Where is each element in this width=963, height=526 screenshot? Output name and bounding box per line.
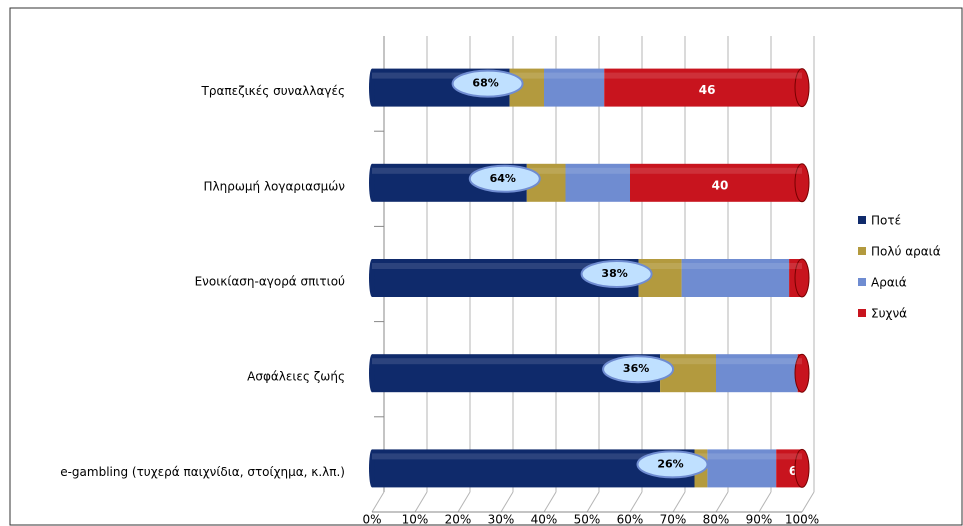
floor-line: [801, 491, 815, 513]
bar-segment: [565, 163, 630, 202]
annotation-bubble: [468, 164, 541, 193]
annotation: 36%: [623, 362, 649, 375]
bar-shine: [372, 167, 802, 174]
annotation: 64%: [490, 172, 516, 185]
bar-segment: [630, 163, 802, 202]
legend-swatch: [858, 247, 866, 255]
floor-line: [543, 491, 557, 513]
floor-line: [715, 491, 729, 513]
bar-cap: [794, 353, 810, 393]
data-label: 6: [789, 464, 797, 478]
annotation: 38%: [601, 267, 627, 280]
bar-segment: [707, 449, 777, 488]
floor-line: [371, 491, 385, 513]
annotation-bubble: [636, 450, 709, 479]
bar-segment: [544, 68, 605, 107]
y-tick-label: Πληρωμή λογαριασμών: [204, 179, 346, 193]
y-tick-label: Τραπεζικές συναλλαγές: [201, 84, 345, 98]
bar-cap: [794, 258, 810, 298]
floor-line: [629, 491, 643, 513]
x-tick-label: 80%: [703, 513, 730, 526]
bar-cap: [794, 68, 810, 108]
annotation-bubble: [580, 260, 653, 288]
floor-line: [500, 491, 514, 513]
legend-swatch: [858, 216, 866, 224]
data-label: 40: [712, 178, 729, 192]
floor-line: [672, 491, 686, 513]
x-tick-label: 100%: [785, 513, 819, 526]
plot: 0% 10% 20% 30% 40% 50% 60% 70% 80% 90% 100% Τραπεζι…: [60, 36, 941, 526]
bar-start-cap: [369, 354, 375, 393]
legend-label: Πολύ αραιά: [871, 245, 941, 259]
x-tick-label: 20%: [445, 513, 472, 526]
bar-segment: [681, 259, 790, 297]
annotation-bubble: [451, 69, 524, 98]
y-tick-label: e-gambling (τυχερά παιχνίδια, στοίχημα, …: [60, 465, 345, 479]
legend-swatch: [858, 309, 866, 317]
data-label: 46: [699, 83, 716, 97]
legend-swatch: [858, 278, 866, 286]
legend-label: Συχνά: [871, 307, 907, 321]
annotation: 26%: [657, 457, 683, 470]
bar-start-cap: [369, 449, 375, 488]
annotation: 68%: [472, 77, 498, 90]
y-tick-label: Ασφάλειες ζωής: [247, 370, 345, 384]
legend-label: Αραιά: [871, 276, 907, 290]
bar-start-cap: [369, 68, 375, 107]
legend-label: Ποτέ: [871, 214, 901, 228]
bar-start-cap: [369, 259, 375, 297]
y-tick-label: Ενοικίαση-αγορά σπιτιού: [195, 275, 345, 289]
annotation-bubble: [602, 355, 675, 384]
bar-cap: [794, 163, 810, 203]
floor-line: [457, 491, 471, 513]
x-tick-label: 30%: [488, 513, 515, 526]
floor-line: [414, 491, 428, 513]
bar-start-cap: [369, 163, 375, 202]
floor-line: [758, 491, 772, 513]
floor-line: [586, 491, 600, 513]
bar-shine: [372, 358, 802, 365]
x-tick-label: 60%: [617, 513, 644, 526]
x-tick-label: 0%: [362, 513, 381, 526]
bar-segment: [604, 68, 802, 107]
x-tick-label: 70%: [660, 513, 687, 526]
bar-shine: [372, 72, 802, 79]
bar-cap: [794, 448, 810, 488]
x-tick-label: 10%: [402, 513, 429, 526]
x-tick-label: 40%: [531, 513, 558, 526]
x-tick-label: 90%: [746, 513, 773, 526]
bar-segment: [716, 354, 798, 393]
x-tick-label: 50%: [574, 513, 601, 526]
bar-shine: [372, 453, 802, 460]
